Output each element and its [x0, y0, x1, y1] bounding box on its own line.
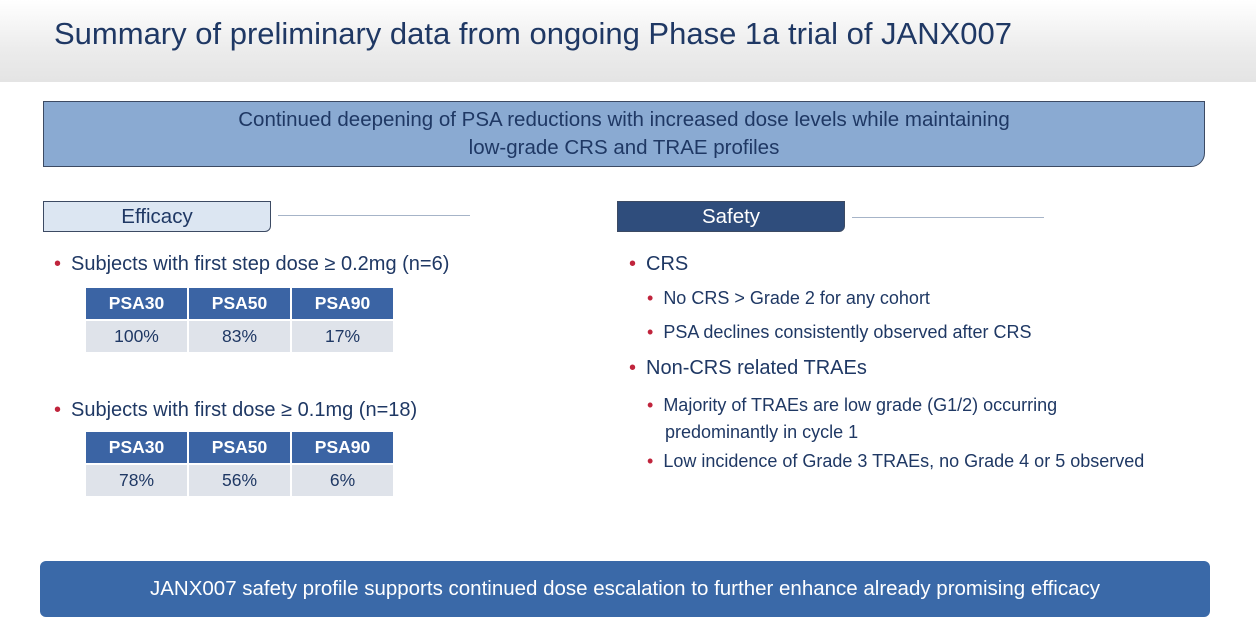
efficacy-bullet-2: • Subjects with first dose ≥ 0.1mg (n=18) [54, 399, 417, 422]
headline-line-1: Continued deepening of PSA reductions wi… [238, 108, 1010, 131]
safety-subitem: • Low incidence of Grade 3 TRAEs, no Grad… [647, 451, 1144, 472]
safety-subitem-text: Low incidence of Grade 3 TRAEs, no Grade… [663, 451, 1145, 471]
table-header-cell: PSA30 [86, 432, 187, 463]
safety-subitem-text: PSA declines consistently observed after… [663, 322, 1032, 342]
safety-tab: Safety [617, 201, 845, 232]
efficacy-bullet-1: • Subjects with first step dose ≥ 0.2mg (… [54, 253, 449, 276]
bullet-dot: • [647, 322, 654, 342]
bullet-dot: • [629, 357, 637, 379]
safety-label: Safety [701, 204, 761, 228]
table-cell: 6% [292, 465, 393, 496]
safety-subitem: • No CRS > Grade 2 for any cohort [647, 288, 930, 309]
safety-item-trae: • Non-CRS related TRAEs [629, 357, 867, 380]
table-header-cell: PSA90 [292, 432, 393, 463]
psa-table-1: PSA30 PSA50 PSA90 100% 83% 17% [84, 286, 395, 354]
table-header-cell: PSA50 [189, 432, 290, 463]
safety-subitem-text-cont: predominantly in cycle 1 [665, 422, 859, 442]
bullet-dot: • [647, 395, 654, 415]
conclusion-text: JANX007 safety profile supports continue… [149, 577, 1100, 600]
conclusion-banner: JANX007 safety profile supports continue… [40, 561, 1210, 617]
bullet-dot: • [54, 253, 62, 275]
efficacy-bullet-1-text: Subjects with first step dose ≥ 0.2mg (n… [71, 253, 450, 275]
table-header-cell: PSA50 [189, 288, 290, 319]
safety-subitem-text: Majority of TRAEs are low grade (G1/2) o… [663, 395, 1058, 415]
safety-item-crs: • CRS [629, 253, 688, 276]
table-header-cell: PSA90 [292, 288, 393, 319]
bullet-dot: • [647, 451, 654, 471]
table-row: 100% 83% 17% [86, 321, 393, 352]
table-cell: 83% [189, 321, 290, 352]
table-header-row: PSA30 PSA50 PSA90 [86, 432, 393, 463]
page-title: Summary of preliminary data from ongoing… [54, 16, 1013, 51]
bullet-dot: • [647, 288, 654, 308]
bullet-dot: • [54, 399, 62, 421]
headline-line-2: low-grade CRS and TRAE profiles [468, 136, 780, 159]
efficacy-label: Efficacy [121, 204, 193, 228]
table-cell: 100% [86, 321, 187, 352]
safety-subitem: • PSA declines consistently observed afte… [647, 322, 1032, 343]
safety-divider [852, 217, 1044, 218]
efficacy-divider [278, 215, 470, 216]
title-bar [0, 0, 1256, 82]
efficacy-bullet-2-text: Subjects with first dose ≥ 0.1mg (n=18) [71, 399, 418, 421]
efficacy-tab: Efficacy [43, 201, 271, 232]
table-header-row: PSA30 PSA50 PSA90 [86, 288, 393, 319]
table-row: 78% 56% 6% [86, 465, 393, 496]
headline-box: Continued deepening of PSA reductions wi… [43, 101, 1205, 167]
psa-table-2: PSA30 PSA50 PSA90 78% 56% 6% [84, 430, 395, 498]
table-cell: 17% [292, 321, 393, 352]
table-cell: 56% [189, 465, 290, 496]
safety-item-text: CRS [646, 253, 689, 275]
bullet-dot: • [629, 253, 637, 275]
table-header-cell: PSA30 [86, 288, 187, 319]
safety-item-text: Non-CRS related TRAEs [646, 357, 867, 379]
safety-subitem: • Majority of TRAEs are low grade (G1/2) … [647, 392, 1057, 446]
table-cell: 78% [86, 465, 187, 496]
safety-subitem-text: No CRS > Grade 2 for any cohort [663, 288, 930, 308]
